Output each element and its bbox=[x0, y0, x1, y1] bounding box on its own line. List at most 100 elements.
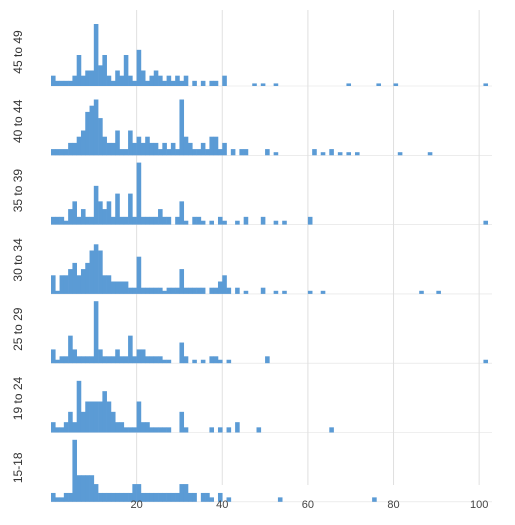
histogram-bar bbox=[98, 118, 103, 156]
histogram-bar bbox=[282, 290, 287, 294]
histogram-bar bbox=[93, 99, 99, 156]
histogram-bar bbox=[337, 152, 343, 156]
histogram-bar bbox=[55, 149, 60, 156]
histogram-bar bbox=[98, 401, 103, 433]
histogram-bar bbox=[213, 287, 219, 294]
histogram-bar bbox=[98, 349, 103, 364]
histogram-bar bbox=[106, 275, 112, 294]
histogram-bar bbox=[222, 220, 227, 225]
histogram-bar bbox=[217, 281, 223, 294]
histogram-bar bbox=[89, 401, 95, 433]
histogram-bar bbox=[115, 193, 120, 225]
histogram-bar bbox=[153, 70, 159, 86]
histogram-bar bbox=[106, 142, 112, 156]
histogram-bar bbox=[162, 359, 167, 364]
histogram-bar bbox=[192, 492, 197, 502]
histogram-bar bbox=[320, 152, 326, 156]
histogram-bar bbox=[170, 492, 176, 502]
histogram-bar bbox=[123, 281, 129, 294]
histogram-bar bbox=[179, 99, 185, 156]
histogram-bar bbox=[72, 75, 77, 86]
histogram-bar bbox=[175, 216, 180, 225]
histogram-bar bbox=[145, 422, 150, 433]
histogram-bar bbox=[85, 70, 90, 86]
histogram-bar bbox=[200, 359, 206, 364]
histogram-bar bbox=[175, 149, 180, 156]
histogram-bar bbox=[226, 287, 232, 294]
histogram-bar bbox=[63, 356, 69, 364]
histogram-bar bbox=[166, 149, 172, 156]
histogram-bar bbox=[76, 475, 82, 502]
histogram-bar bbox=[170, 142, 176, 156]
histogram-bar bbox=[158, 75, 163, 86]
histogram-bar bbox=[436, 290, 441, 294]
histogram-bar bbox=[89, 70, 95, 86]
histogram-bar bbox=[312, 149, 317, 156]
histogram-bar bbox=[188, 287, 193, 294]
histogram-bar bbox=[55, 427, 60, 433]
histogram-bar bbox=[209, 80, 214, 86]
histogram-bar bbox=[89, 216, 95, 225]
histogram-bar bbox=[51, 216, 56, 225]
histogram-bar bbox=[110, 142, 116, 156]
histogram-bar bbox=[222, 275, 227, 294]
histogram-bar bbox=[110, 281, 116, 294]
histogram-bar bbox=[158, 209, 163, 225]
histogram-bar bbox=[55, 216, 60, 225]
histogram-bar bbox=[200, 492, 206, 502]
histogram-bar bbox=[145, 80, 150, 86]
histogram-bar bbox=[102, 356, 107, 364]
histogram-bar bbox=[63, 422, 69, 433]
histogram-bar bbox=[110, 80, 116, 86]
histogram-bar bbox=[128, 130, 133, 156]
histogram-bar bbox=[179, 342, 185, 364]
histogram-bar bbox=[209, 220, 214, 225]
histogram-bar bbox=[166, 75, 172, 86]
histogram-bar bbox=[277, 497, 283, 502]
histogram-bar bbox=[217, 427, 223, 433]
histogram-bar bbox=[115, 492, 120, 502]
histogram-bar bbox=[183, 220, 189, 225]
panel-label: 40 to 44 bbox=[11, 99, 25, 143]
histogram-bar bbox=[260, 216, 266, 225]
histogram-bar bbox=[230, 149, 236, 156]
histogram-bar bbox=[140, 70, 146, 86]
histogram-bar bbox=[128, 492, 133, 502]
histogram-bar bbox=[85, 475, 90, 502]
histogram-bar bbox=[226, 427, 232, 433]
histogram-bar bbox=[188, 142, 193, 156]
histogram-bar bbox=[123, 427, 129, 433]
histogram-bar bbox=[170, 287, 176, 294]
histogram-bar bbox=[183, 287, 189, 294]
histogram-bar bbox=[217, 359, 223, 364]
histogram-bar bbox=[59, 427, 65, 433]
histogram-bar bbox=[123, 149, 129, 156]
histogram-bar bbox=[217, 492, 223, 502]
histogram-bar bbox=[80, 356, 86, 364]
histogram-bar bbox=[265, 149, 270, 156]
histogram-bar bbox=[179, 201, 185, 225]
histogram-bar bbox=[243, 149, 249, 156]
histogram-bar bbox=[166, 216, 172, 225]
histogram-bar bbox=[200, 220, 206, 225]
histogram-bar bbox=[119, 356, 125, 364]
histogram-bar bbox=[132, 427, 137, 433]
histogram-bar bbox=[213, 136, 219, 156]
histogram-bar bbox=[102, 209, 107, 225]
histogram-bar bbox=[76, 356, 82, 364]
histogram-bar bbox=[119, 422, 125, 433]
histogram-bar bbox=[89, 475, 95, 502]
histogram-bar bbox=[158, 287, 163, 294]
histogram-bar bbox=[68, 269, 73, 294]
histogram-bar bbox=[162, 142, 167, 156]
histogram-bar bbox=[68, 492, 73, 502]
histogram-bar bbox=[93, 401, 99, 433]
histogram-bar bbox=[282, 220, 287, 225]
histogram-bar bbox=[153, 142, 159, 156]
histogram-bar bbox=[93, 244, 99, 294]
histogram-bar bbox=[140, 142, 146, 156]
histogram-bar bbox=[123, 216, 129, 225]
histogram-bar bbox=[72, 262, 77, 294]
histogram-bar bbox=[76, 380, 82, 433]
